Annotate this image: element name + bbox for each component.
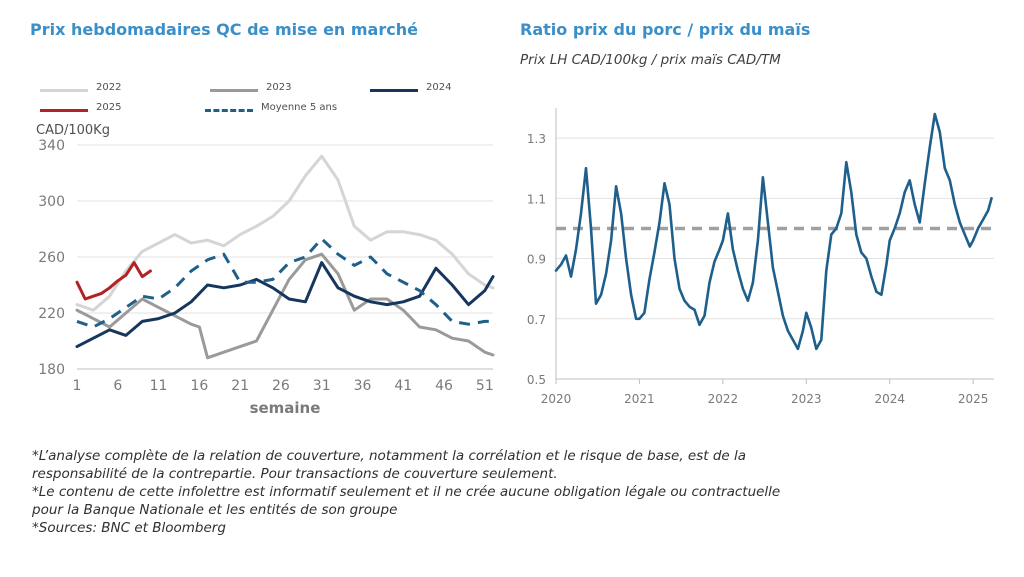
y-tick-label: 0.7 — [527, 313, 546, 327]
legend-label-moyenne: Moyenne 5 ans — [261, 102, 338, 113]
x-tick-label: 1 — [73, 378, 82, 394]
left-y-unit-label: CAD/100Kg — [36, 123, 110, 138]
x-tick-label: 41 — [394, 378, 412, 394]
y-tick-label: 340 — [38, 138, 65, 154]
y-tick-label: 220 — [38, 306, 65, 322]
x-tick-label: 36 — [354, 378, 372, 394]
left-chart-title: Prix hebdomadaires QC de mise en marché — [30, 20, 418, 39]
x-tick-label: 26 — [272, 378, 290, 394]
x-tick-label: 31 — [313, 378, 331, 394]
legend-label-2024: 2024 — [426, 82, 452, 93]
x-tick-label: 2024 — [874, 392, 905, 406]
series-line-2024 — [75, 261, 495, 349]
x-tick-label: 16 — [190, 378, 208, 394]
x-tick-label: 6 — [113, 378, 122, 394]
left-legend: 2022 2023 2024 2025 Moyenne 5 ans — [40, 82, 500, 122]
right-chart-title: Ratio prix du porc / prix du maïs — [520, 20, 811, 39]
footnotes: *L’analyse complète de la relation de co… — [32, 447, 992, 537]
y-tick-label: 300 — [38, 194, 65, 210]
legend-swatch-2022 — [40, 89, 88, 92]
y-tick-label: 0.5 — [527, 373, 546, 387]
footnote-line: *Le contenu de cette infolettre est info… — [32, 484, 781, 500]
x-tick-label: 2020 — [541, 392, 572, 406]
x-tick-label: 2025 — [958, 392, 989, 406]
footnote-line: pour la Banque Nationale et les entités … — [32, 502, 398, 518]
x-tick-label: 46 — [435, 378, 453, 394]
x-tick-label: 21 — [231, 378, 249, 394]
legend-swatch-2023 — [210, 89, 258, 92]
legend-swatch-2025 — [40, 109, 88, 112]
legend-swatch-2024 — [370, 89, 418, 92]
footnote-line: *L’analyse complète de la relation de co… — [32, 448, 747, 464]
y-tick-label: 0.9 — [527, 253, 546, 267]
left-x-axis-label: semaine — [250, 399, 321, 417]
series-line-2025 — [75, 261, 152, 301]
footnote-line: responsabilité de la contrepartie. Pour … — [32, 466, 558, 482]
series-line-ratio — [554, 112, 993, 351]
x-tick-label: 2022 — [708, 392, 739, 406]
footnote-line: *Sources: BNC et Bloomberg — [32, 520, 226, 536]
right-chart: 0.5 0.7 0.9 1.1 1.3 2020 2021 2022 2023 2024 2025 — [527, 108, 994, 406]
x-tick-label: 2021 — [624, 392, 655, 406]
series-line-moyenne-5-ans — [76, 237, 493, 329]
y-tick-label: 180 — [38, 362, 65, 378]
y-tick-label: 1.1 — [527, 192, 546, 206]
legend-label-2023: 2023 — [266, 82, 292, 93]
series-line-2022 — [75, 154, 495, 312]
legend-swatch-moyenne — [205, 109, 253, 112]
y-tick-label: 1.3 — [527, 132, 546, 146]
x-tick-label: 51 — [476, 378, 494, 394]
x-tick-label: 11 — [150, 378, 168, 394]
x-tick-label: 2023 — [791, 392, 822, 406]
legend-label-2025: 2025 — [96, 102, 122, 113]
right-chart-subtitle: Prix LH CAD/100kg / prix maïs CAD/TM — [520, 52, 781, 68]
y-tick-label: 260 — [38, 250, 65, 266]
legend-label-2022: 2022 — [96, 82, 122, 93]
